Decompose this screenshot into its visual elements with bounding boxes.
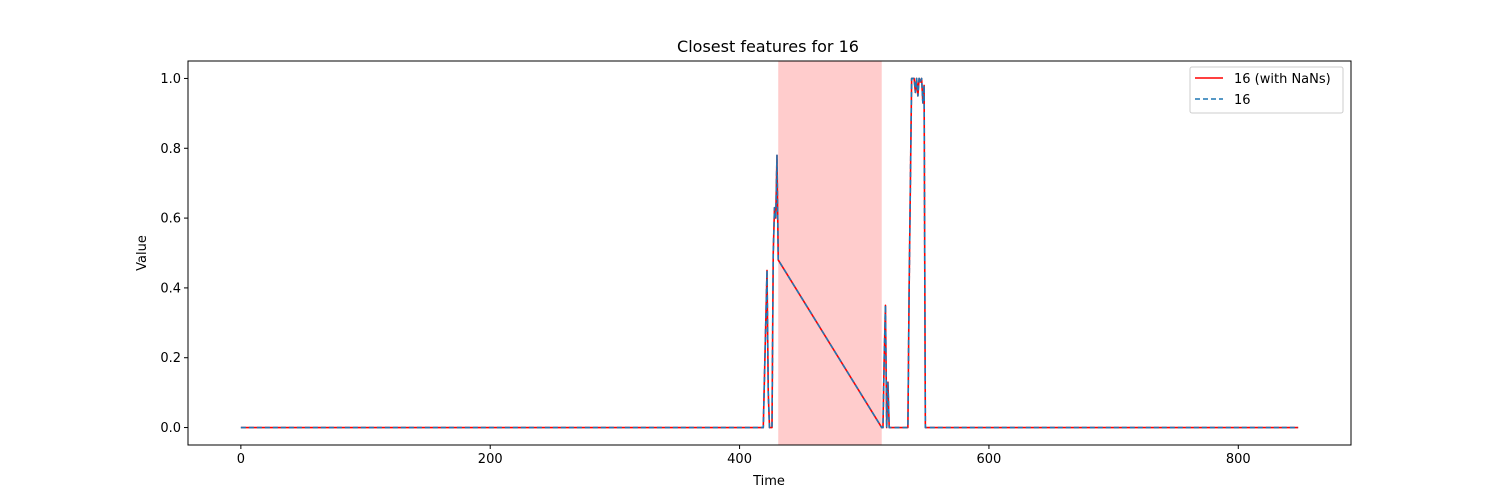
x-tick-label: 0 [237, 452, 245, 467]
legend-box [1189, 66, 1344, 114]
plot-frame [187, 60, 1352, 446]
y-tick-label: 0.0 [160, 421, 181, 436]
series-line-1 [240, 77, 1299, 429]
y-axis-label: Value [135, 235, 150, 271]
series-line-0 [240, 77, 1299, 429]
x-tick-label: 800 [1226, 452, 1251, 467]
y-tick-label: 1.0 [160, 72, 181, 87]
chart-title: Closest features for 16 [677, 37, 859, 56]
y-tick-label: 0.6 [160, 212, 181, 227]
x-tick-label: 200 [478, 452, 503, 467]
highlight-span [778, 61, 882, 445]
x-axis-label: Time [752, 474, 785, 489]
y-tick-label: 0.4 [160, 281, 181, 296]
legend: 16 (with NaNs) 16 [1189, 66, 1344, 114]
legend-label-nans: 16 (with NaNs) [1234, 72, 1331, 87]
legend-label-16: 16 [1234, 93, 1251, 108]
x-tick-label: 600 [977, 452, 1002, 467]
x-tick-label: 400 [727, 452, 752, 467]
y-tick-label: 0.2 [160, 351, 181, 366]
y-tick-label: 0.8 [160, 142, 181, 157]
